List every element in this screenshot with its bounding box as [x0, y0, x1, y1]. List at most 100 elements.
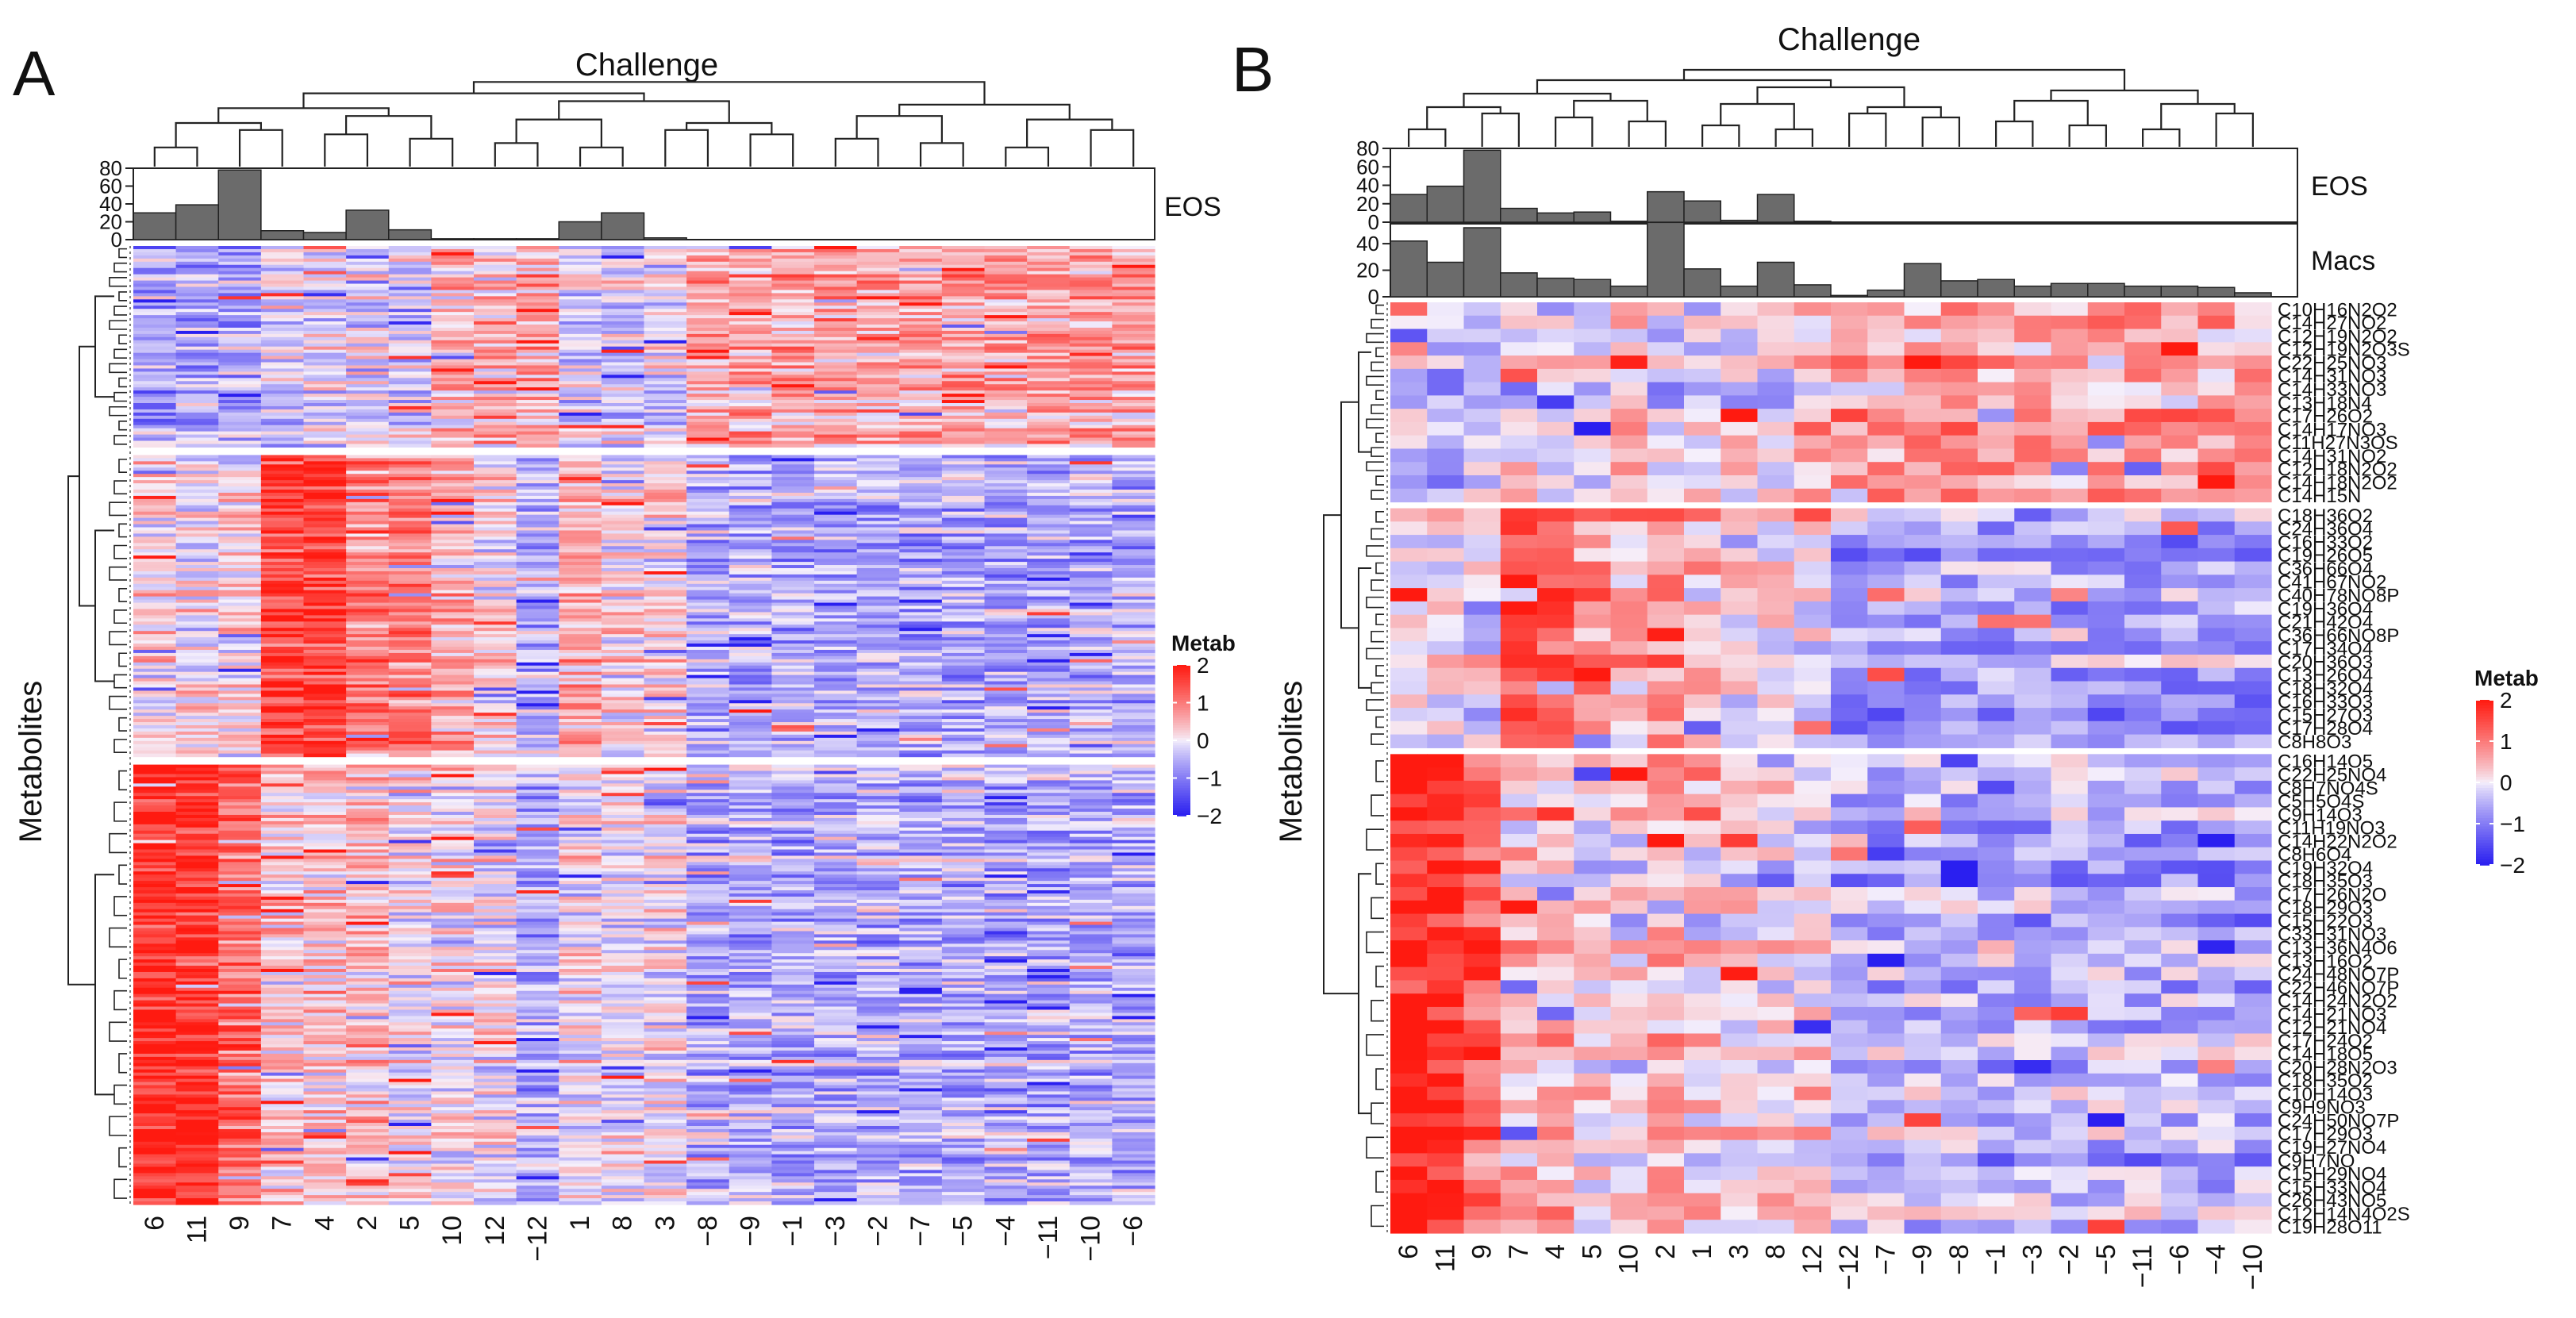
heatmap-cell — [516, 674, 559, 679]
heatmap-cell — [346, 767, 390, 772]
heatmap-cell — [388, 647, 432, 651]
heatmap-cell — [559, 477, 602, 481]
heatmap-cell — [133, 315, 177, 319]
heatmap-cell — [984, 836, 1028, 841]
heatmap-cell — [771, 662, 815, 667]
heatmap-cell — [346, 621, 390, 625]
heatmap-cell — [388, 483, 432, 487]
heatmap-cell — [941, 394, 986, 398]
heatmap-cell — [686, 655, 730, 660]
heatmap-cell — [516, 527, 559, 532]
heatmap-cell — [346, 865, 390, 869]
heatmap-cell — [686, 615, 730, 619]
heatmap-cell — [474, 508, 517, 513]
heatmap-cell — [1069, 814, 1113, 819]
heatmap-cell — [984, 602, 1028, 607]
heatmap-cell — [303, 624, 347, 628]
heatmap-cell — [260, 596, 305, 601]
heatmap-cell — [260, 852, 305, 857]
heatmap-cell — [474, 687, 517, 692]
heatmap-cell — [814, 728, 858, 732]
heatmap-cell — [559, 713, 602, 717]
heatmap-cell — [1027, 415, 1071, 420]
heatmap-cell — [516, 355, 559, 360]
heatmap-cell — [984, 634, 1028, 638]
heatmap-cell — [559, 425, 602, 429]
heatmap-cell — [1027, 905, 1071, 910]
heatmap-cell — [346, 830, 390, 835]
heatmap-cell — [984, 471, 1028, 475]
heatmap-cell — [814, 428, 858, 432]
heatmap-cell — [431, 827, 475, 832]
heatmap-cell — [516, 649, 559, 654]
heatmap-cell — [644, 596, 687, 601]
heatmap-cell — [516, 415, 559, 420]
heatmap-cell — [941, 728, 986, 732]
heatmap-cell — [1112, 471, 1155, 475]
heatmap-cell — [346, 440, 390, 445]
heatmap-cell — [346, 750, 390, 755]
heatmap-cell — [133, 684, 177, 689]
heatmap-cell — [686, 713, 730, 717]
heatmap-cell — [431, 786, 475, 790]
heatmap-cell — [644, 421, 687, 426]
heatmap-cell — [856, 709, 900, 713]
heatmap-cell — [1112, 780, 1155, 784]
heatmap-cell — [771, 559, 815, 563]
heatmap-cell — [133, 767, 177, 772]
heatmap-cell — [1112, 461, 1155, 465]
heatmap-cell — [771, 333, 815, 338]
heatmap-cell — [1112, 884, 1155, 888]
heatmap-cell — [686, 440, 730, 445]
heatmap-cell — [346, 533, 390, 537]
heatmap-cell — [388, 562, 432, 566]
heatmap-cell — [601, 647, 645, 651]
heatmap-cell — [814, 786, 858, 790]
heatmap-cell — [133, 511, 177, 516]
heatmap-cell — [644, 378, 687, 382]
heatmap-cell — [1112, 624, 1155, 628]
heatmap-cell — [1069, 849, 1113, 854]
heatmap-cell — [474, 559, 517, 563]
heatmap-cell — [856, 362, 900, 367]
heatmap-cell — [474, 805, 517, 809]
heatmap-cell — [474, 703, 517, 707]
heatmap-cell — [856, 668, 900, 673]
heatmap-cell — [303, 583, 347, 588]
heatmap-cell — [431, 713, 475, 717]
heatmap-cell — [899, 309, 943, 313]
heatmap-cell — [729, 559, 772, 563]
heatmap-cell — [771, 352, 815, 357]
heatmap-cell — [303, 248, 347, 253]
heatmap-cell — [899, 747, 943, 751]
heatmap-cell — [644, 790, 687, 793]
heatmap-cell — [771, 264, 815, 269]
dendrogram-link — [345, 115, 433, 139]
heatmap-cell — [1069, 530, 1113, 535]
heatmap-cell — [175, 290, 219, 294]
heatmap-cell — [559, 467, 602, 471]
heatmap-cell — [260, 264, 305, 269]
heatmap-cell — [133, 359, 177, 363]
heatmap-cell — [1027, 703, 1071, 707]
heatmap-cell — [559, 728, 602, 732]
heatmap-cell — [303, 409, 347, 413]
heatmap-cell — [303, 753, 347, 758]
heatmap-cell — [984, 565, 1028, 569]
heatmap-cell — [644, 777, 687, 781]
heatmap-cell — [729, 859, 772, 863]
heatmap-cell — [899, 444, 943, 448]
heatmap-cell — [303, 750, 347, 755]
heatmap-cell — [601, 764, 645, 769]
heatmap-cell — [175, 812, 219, 816]
heatmap-cell — [771, 400, 815, 404]
heatmap-cell — [941, 640, 986, 644]
heatmap-cell — [260, 713, 305, 717]
heatmap-cell — [388, 687, 432, 692]
heatmap-cell — [474, 774, 517, 778]
heatmap-cell — [431, 428, 475, 432]
heatmap-cell — [474, 309, 517, 313]
heatmap-cell — [303, 368, 347, 372]
heatmap-cell — [516, 559, 559, 563]
heatmap-cell — [346, 615, 390, 619]
